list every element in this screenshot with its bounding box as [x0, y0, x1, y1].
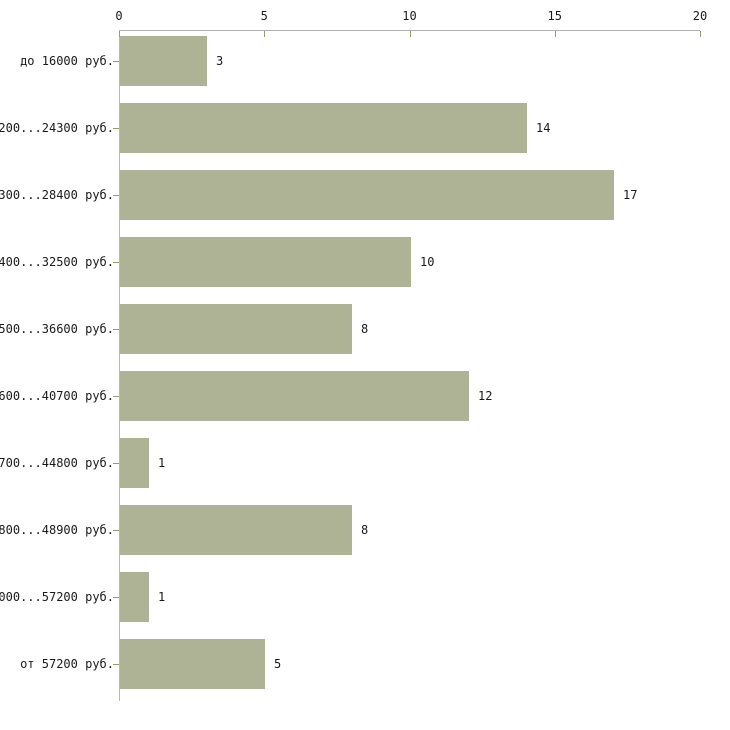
bar [120, 505, 352, 555]
y-axis-tick [113, 195, 119, 196]
bar [120, 572, 149, 622]
y-axis-tick-label: 40700...44800 руб. [0, 456, 114, 470]
y-axis-tick-label: от 57200 руб. [20, 657, 114, 671]
y-axis-tick-label: до 16000 руб. [20, 54, 114, 68]
bar-value-label: 8 [361, 322, 369, 336]
y-axis-tick [113, 530, 119, 531]
bar [120, 639, 265, 689]
x-axis-tick-label: 5 [260, 9, 268, 23]
y-axis-line [119, 30, 120, 701]
x-axis-tick [409, 31, 411, 37]
x-axis-tick [700, 31, 701, 37]
y-axis-tick [113, 61, 119, 62]
bar-value-label: 14 [536, 121, 551, 135]
bar [120, 170, 614, 220]
bar [120, 36, 207, 86]
x-axis-tick-label: 15 [547, 9, 562, 23]
y-axis-tick-label: 44800...48900 руб. [0, 523, 114, 537]
y-axis-tick [113, 128, 119, 129]
bar-value-label: 1 [158, 456, 166, 470]
x-axis-tick-label: 0 [115, 9, 123, 23]
x-axis-tick [119, 31, 120, 37]
y-axis-tick [113, 463, 119, 464]
bar-value-label: 8 [361, 523, 369, 537]
bar-value-label: 10 [420, 255, 435, 269]
bar [120, 438, 149, 488]
y-axis-tick [113, 396, 119, 397]
x-axis-line [119, 30, 700, 31]
bar-value-label: 12 [478, 389, 493, 403]
y-axis-tick-label: 24300...28400 руб. [0, 188, 114, 202]
bar-value-label: 17 [623, 188, 638, 202]
x-axis-tick-label: 10 [402, 9, 417, 23]
y-axis-tick [113, 597, 119, 598]
bar-value-label: 1 [158, 590, 166, 604]
bar [120, 371, 469, 421]
y-axis-tick-label: 32500...36600 руб. [0, 322, 114, 336]
y-axis-tick [113, 262, 119, 263]
y-axis-tick-label: 36600...40700 руб. [0, 389, 114, 403]
bar [120, 103, 527, 153]
y-axis-tick-label: 53000...57200 руб. [0, 590, 114, 604]
bar-value-label: 3 [216, 54, 224, 68]
x-axis-tick [554, 31, 556, 37]
y-axis-tick [113, 664, 119, 665]
x-axis-tick-label: 20 [692, 9, 708, 23]
x-axis-tick [264, 31, 266, 37]
bar-value-label: 5 [274, 657, 282, 671]
bar [120, 237, 411, 287]
y-axis-tick-label: 20200...24300 руб. [0, 121, 114, 135]
y-axis-tick [113, 329, 119, 330]
y-axis-tick-label: 28400...32500 руб. [0, 255, 114, 269]
bar [120, 304, 352, 354]
